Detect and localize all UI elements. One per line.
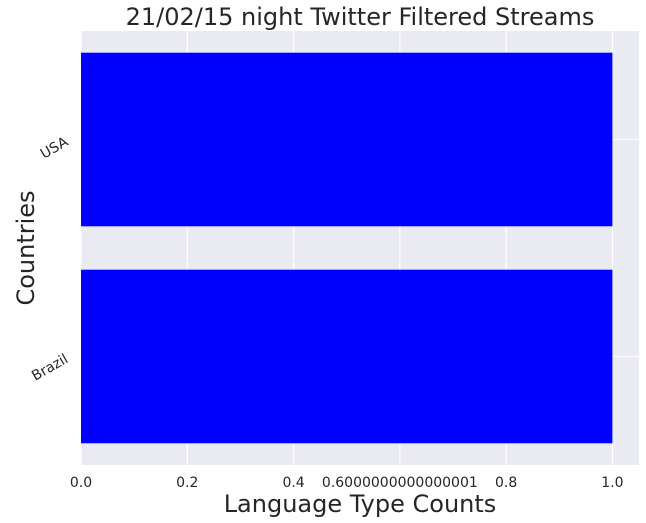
bars (81, 52, 613, 444)
x-tick-label: 0.6000000000000001 (322, 475, 478, 491)
x-tick-label: 0.2 (176, 475, 198, 491)
chart-title: 21/02/15 night Twitter Filtered Streams (126, 3, 595, 31)
x-tick-label: 1.0 (601, 475, 623, 491)
y-axis-label: Countries (12, 190, 40, 305)
y-tick-label: Brazil (29, 351, 71, 384)
y-tick-label: USA (38, 134, 71, 163)
bar-brazil (81, 269, 613, 444)
x-tick-label: 0.4 (282, 475, 304, 491)
x-axis-label: Language Type Counts (224, 490, 497, 518)
x-tick-label: 0.0 (70, 475, 92, 491)
bar-usa (81, 52, 613, 227)
x-axis-ticks: 0.0 0.2 0.4 0.6000000000000001 0.8 1.0 (70, 475, 624, 491)
x-tick-label: 0.8 (495, 475, 517, 491)
